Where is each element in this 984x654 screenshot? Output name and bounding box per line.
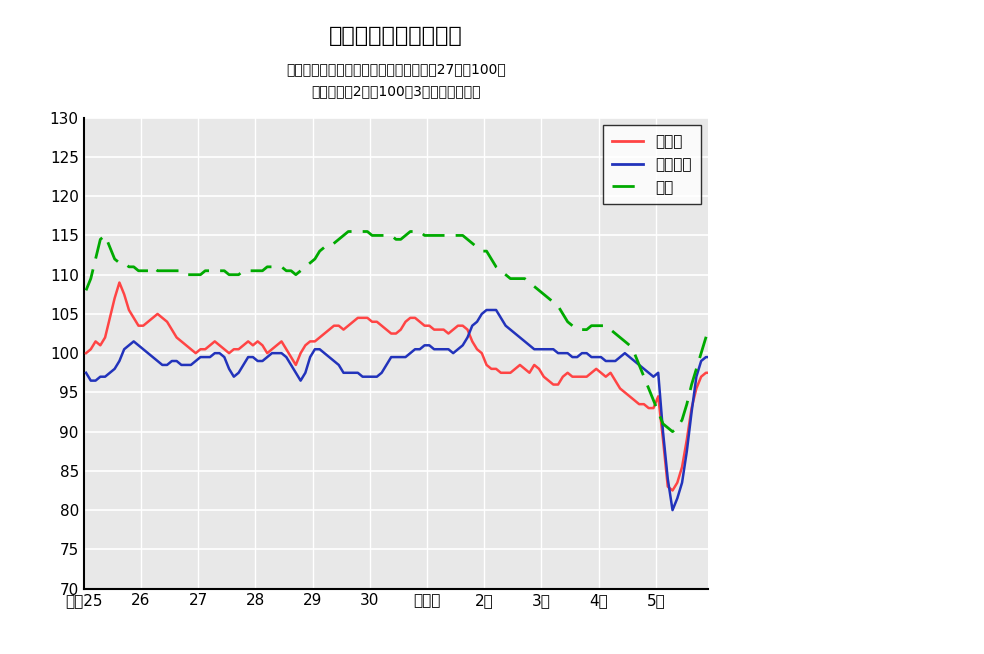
鳥取県 bbox=[218, 345, 230, 353]
Legend: 鳥取県, 中国地方, 全国: 鳥取県, 中国地方, 全国 bbox=[603, 126, 701, 204]
全国 bbox=[762, 294, 773, 302]
全国 bbox=[505, 275, 517, 283]
中国地方 bbox=[666, 506, 678, 514]
鳥取県 bbox=[900, 396, 912, 404]
鳥取県 bbox=[113, 279, 125, 286]
全国 bbox=[214, 267, 225, 275]
Text: 鉱工業生産指数の推移: 鉱工業生産指数の推移 bbox=[330, 26, 462, 46]
中国地方 bbox=[634, 361, 646, 369]
鳥取県 bbox=[962, 408, 974, 416]
鳥取県 bbox=[595, 369, 607, 377]
中国地方 bbox=[900, 369, 912, 377]
中国地方 bbox=[480, 306, 492, 314]
鳥取県 bbox=[634, 400, 646, 408]
全国 bbox=[962, 314, 974, 322]
Line: 全国: 全国 bbox=[86, 232, 968, 432]
全国 bbox=[634, 361, 646, 369]
中国地方 bbox=[962, 385, 974, 392]
全国 bbox=[900, 314, 912, 322]
中国地方 bbox=[505, 326, 517, 334]
鳥取県 bbox=[505, 369, 517, 377]
全国 bbox=[666, 428, 678, 436]
中国地方 bbox=[762, 361, 773, 369]
中国地方 bbox=[80, 369, 92, 377]
鳥取県 bbox=[666, 487, 678, 494]
Text: （季節調整済、鳥取県・中国地方：平成27年＝100、: （季節調整済、鳥取県・中国地方：平成27年＝100、 bbox=[286, 62, 506, 76]
中国地方 bbox=[214, 349, 225, 357]
Text: 全国：令和2年＝100、3ヶ月移動平均）: 全国：令和2年＝100、3ヶ月移動平均） bbox=[311, 84, 481, 97]
中国地方 bbox=[595, 353, 607, 361]
全国 bbox=[80, 286, 92, 294]
鳥取県 bbox=[762, 373, 773, 381]
Line: 中国地方: 中国地方 bbox=[86, 310, 968, 510]
全国 bbox=[595, 322, 607, 330]
全国 bbox=[342, 228, 354, 235]
鳥取県 bbox=[80, 349, 92, 357]
Line: 鳥取県: 鳥取県 bbox=[86, 283, 968, 490]
